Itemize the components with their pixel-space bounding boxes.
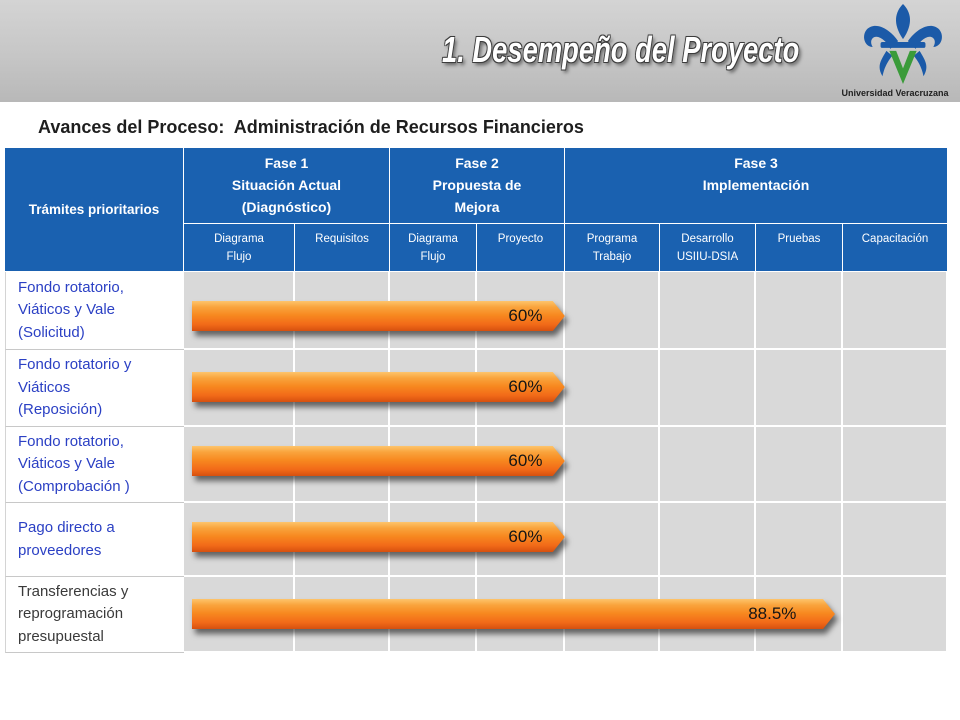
progress-label: 88.5%: [748, 604, 797, 623]
header-line: Implementación: [702, 177, 810, 193]
row-label-line: Viáticos: [18, 378, 71, 396]
table-cell: [660, 427, 756, 503]
subheader-pruebas: Pruebas: [756, 224, 843, 272]
subheader-requisitos: Requisitos: [295, 224, 390, 272]
row-label-line: Fondo rotatorio,: [18, 432, 124, 450]
progress-label: 60%: [508, 451, 543, 470]
header-fase-1: Fase 1 Situación Actual (Diagnóstico): [184, 148, 390, 224]
table-cell: [756, 350, 843, 427]
progress-bar: 60%: [192, 301, 565, 331]
table-cell: [843, 427, 948, 503]
table-cell: [756, 427, 843, 503]
table-cell: [565, 272, 660, 350]
process-subtitle: Avances del Proceso: Administración de R…: [38, 117, 584, 137]
row-label-line: (Reposición): [18, 401, 103, 419]
subheader-line: Requisitos: [315, 233, 369, 245]
subheader-programa-trabajo: Programa Trabajo: [565, 224, 660, 272]
header-tramites-prioritarios: Trámites prioritarios: [5, 148, 184, 272]
university-name: Universidad Veracruzana: [841, 88, 949, 98]
progress-arrow: [192, 446, 565, 476]
title-band: [0, 0, 960, 102]
subheader-line: Desarrollo: [681, 233, 734, 245]
table-cell: [843, 577, 948, 653]
header-fase-3: Fase 3 Implementación: [565, 148, 948, 224]
row-label-line: (Solicitud): [18, 323, 85, 341]
progress-bar: 60%: [192, 372, 565, 402]
slide-title: 1. Desempeño del Proyecto: [442, 29, 800, 70]
subheader-line: Pruebas: [777, 233, 821, 245]
subheader-diagrama-flujo-1: Diagrama Flujo: [184, 224, 295, 272]
progress-bar: 88.5%: [192, 599, 835, 629]
subheader-line: Programa: [586, 233, 638, 245]
subheader-line: Proyecto: [497, 233, 544, 245]
table-cell: [843, 272, 948, 350]
header-fase-2: Fase 2 Propuesta de Mejora: [390, 148, 565, 224]
progress-label: 60%: [508, 377, 543, 396]
header-line: Fase 2: [455, 155, 499, 171]
row-label-line: Viáticos y Vale: [18, 301, 115, 319]
table-cell: [756, 503, 843, 577]
header-line: Fase 3: [734, 155, 778, 171]
progress-bar: 60%: [192, 522, 565, 552]
row-label-pago-proveedores: Pago directo a proveedores: [5, 503, 184, 577]
subheader-proyecto: Proyecto: [477, 224, 565, 272]
row-label-fondo-solicitud: Fondo rotatorio, Viáticos y Vale (Solici…: [5, 272, 184, 350]
row-label-transferencias: Transferencias y reprogramación presupue…: [5, 577, 184, 653]
row-label-line: Pago directo a: [18, 519, 115, 536]
header-line: (Diagnóstico): [241, 199, 332, 215]
subheader-line: Diagrama: [214, 233, 264, 245]
header-line: Fase 1: [264, 155, 309, 171]
table-cell: [565, 503, 660, 577]
table-cell: [843, 503, 948, 577]
progress-label: 60%: [508, 306, 543, 325]
table-cell: [660, 272, 756, 350]
row-label-line: (Comprobación ): [18, 477, 130, 495]
subheader-line: Capacitación: [861, 233, 929, 245]
table-cell: [565, 350, 660, 427]
subheader-desarrollo: Desarrollo USIIU-DSIA: [660, 224, 756, 272]
row-label-line: Viáticos y Vale: [18, 455, 115, 473]
university-logo-icon: [864, 3, 942, 85]
progress-arrow: [192, 301, 565, 331]
table-cell: [660, 503, 756, 577]
subheader-line: Diagrama: [408, 233, 458, 245]
subheader-line: Flujo: [420, 251, 446, 263]
subheader-line: Trabajo: [592, 251, 632, 263]
subheader-line: USIIU-DSIA: [676, 251, 739, 263]
header-line: Situación Actual: [231, 177, 342, 193]
row-label-fondo-reposicion: Fondo rotatorio y Viáticos (Reposición): [5, 350, 184, 427]
progress-arrow: [192, 599, 835, 629]
table-cell: [843, 350, 948, 427]
subheader-line: Flujo: [226, 251, 252, 263]
row-label-line: Fondo rotatorio,: [18, 278, 124, 296]
subheader-diagrama-flujo-2: Diagrama Flujo: [390, 224, 477, 272]
progress-table: Trámites prioritarios Fase 1 Situación A…: [5, 148, 948, 653]
table-cell: [660, 350, 756, 427]
row-label-fondo-comprobacion: Fondo rotatorio, Viáticos y Vale (Compro…: [5, 427, 184, 503]
row-label-line: reprogramación: [18, 605, 124, 623]
header-line: Propuesta de: [432, 177, 522, 193]
row-label-line: Transferencias y: [18, 582, 129, 600]
progress-label: 60%: [508, 527, 543, 546]
row-label-line: presupuestal: [18, 627, 104, 645]
row-label-line: Fondo rotatorio y: [18, 356, 132, 374]
header-line: Mejora: [454, 199, 500, 215]
subheader-capacitacion: Capacitación: [843, 224, 948, 272]
row-label-line: proveedores: [18, 541, 102, 559]
table-cell: [565, 427, 660, 503]
table-cell: [756, 272, 843, 350]
progress-arrow: [192, 372, 565, 402]
progress-arrow: [192, 522, 565, 552]
progress-bar: 60%: [192, 446, 565, 476]
